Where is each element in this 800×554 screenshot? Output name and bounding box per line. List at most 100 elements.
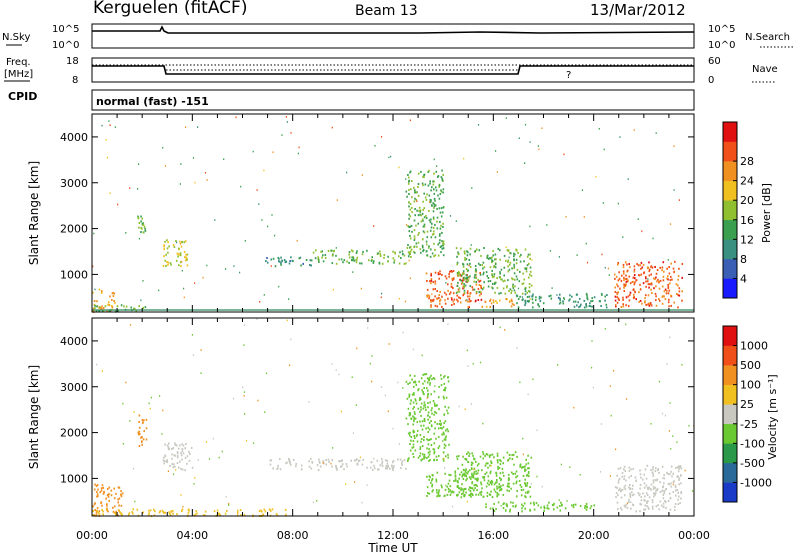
echo-cell	[175, 240, 177, 242]
echo-cell	[617, 285, 619, 288]
y-tick-label: 2000	[60, 427, 88, 440]
echo-cell	[436, 404, 438, 407]
echo-cell	[514, 472, 516, 475]
echo-cell	[630, 474, 632, 477]
echo-cell	[100, 502, 102, 504]
echo-cell	[659, 481, 661, 484]
colorbar-swatch	[723, 482, 737, 503]
echo-cell	[642, 282, 645, 285]
echo-cell	[439, 302, 441, 305]
echo-cell	[433, 402, 436, 405]
echo-cell	[408, 412, 411, 415]
echo-cell	[448, 479, 451, 482]
echo-cell	[412, 431, 415, 434]
echo-cell	[309, 264, 311, 266]
echo-cell	[479, 290, 482, 293]
echo-cell	[110, 494, 113, 497]
echo-cell	[669, 402, 671, 404]
echo-cell	[483, 476, 485, 479]
echo-cell	[462, 270, 465, 273]
echo-cell	[488, 257, 491, 260]
echo-cell	[100, 306, 102, 309]
echo-cell	[412, 452, 414, 455]
echo-cell	[412, 440, 415, 442]
echo-cell	[467, 276, 469, 279]
echo-cell	[412, 456, 415, 458]
echo-cell	[666, 267, 668, 270]
echo-cell	[408, 259, 410, 262]
echo-cell	[473, 458, 476, 461]
echo-cell	[661, 302, 664, 305]
echo-cell	[423, 457, 425, 460]
echo-cell	[486, 256, 488, 259]
echo-cell	[670, 482, 672, 485]
echo-cell	[645, 484, 648, 487]
echo-cell	[557, 296, 560, 299]
echo-cell	[316, 464, 319, 467]
velocity-ylabel: Slant Range [km]	[27, 365, 41, 469]
echo-cell	[509, 457, 511, 460]
echo-cell	[426, 295, 429, 298]
echo-cell	[526, 300, 529, 302]
echo-cell	[578, 306, 580, 309]
echo-cell	[336, 199, 338, 201]
echo-cell	[625, 323, 627, 326]
echo-cell	[452, 277, 455, 280]
echo-cell	[512, 453, 515, 456]
echo-cell	[185, 443, 187, 445]
echo-cell	[619, 467, 622, 470]
echo-cell	[423, 192, 425, 195]
echo-cell	[447, 283, 449, 286]
echo-cell	[387, 260, 389, 263]
freq-panel-frame	[91, 57, 695, 83]
echo-cell	[445, 484, 447, 487]
echo-cell	[584, 505, 586, 507]
echo-cell	[667, 283, 669, 286]
echo-cell	[470, 467, 473, 470]
echo-cell	[668, 492, 671, 495]
noise-panel: N.Sky 10^5 10^0 10^5 10^0 N.Search	[2, 23, 793, 51]
echo-cell	[657, 469, 659, 472]
echo-cell	[491, 453, 494, 456]
echo-cell	[423, 453, 426, 456]
echo-cell	[93, 232, 95, 235]
echo-cell	[451, 298, 453, 301]
echo-cell	[102, 486, 104, 489]
echo-cell	[462, 492, 464, 495]
echo-cell	[393, 465, 395, 468]
echo-cell	[218, 456, 220, 459]
echo-cell	[443, 433, 445, 436]
echo-cell	[407, 423, 409, 426]
echo-cell	[654, 292, 657, 295]
echo-cell	[164, 165, 167, 167]
echo-cell	[434, 254, 437, 257]
echo-cell	[352, 259, 354, 262]
echo-cell	[533, 503, 535, 506]
echo-cell	[422, 208, 425, 211]
echo-cell	[176, 455, 179, 457]
echo-cell	[640, 261, 643, 264]
echo-cell	[445, 277, 448, 280]
echo-cell	[138, 222, 141, 224]
echo-cell	[529, 270, 532, 273]
echo-cell	[295, 465, 297, 468]
echo-cell	[425, 240, 428, 243]
echo-cell	[429, 416, 431, 419]
freq-left-label-2: [MHz]	[4, 69, 33, 80]
echo-cell	[471, 481, 474, 484]
echo-cell	[149, 509, 152, 512]
echo-cell	[409, 402, 412, 405]
echo-cell	[411, 378, 413, 381]
echo-cell	[468, 488, 470, 491]
echo-cell	[526, 490, 529, 493]
echo-cell	[178, 264, 180, 267]
echo-cell	[116, 305, 119, 308]
echo-cell	[276, 467, 278, 470]
echo-cell	[107, 493, 109, 496]
echo-cell	[431, 222, 433, 225]
echo-cell	[635, 279, 638, 282]
echo-cell	[414, 208, 416, 210]
echo-cell	[413, 392, 415, 395]
echo-cell	[669, 497, 672, 500]
